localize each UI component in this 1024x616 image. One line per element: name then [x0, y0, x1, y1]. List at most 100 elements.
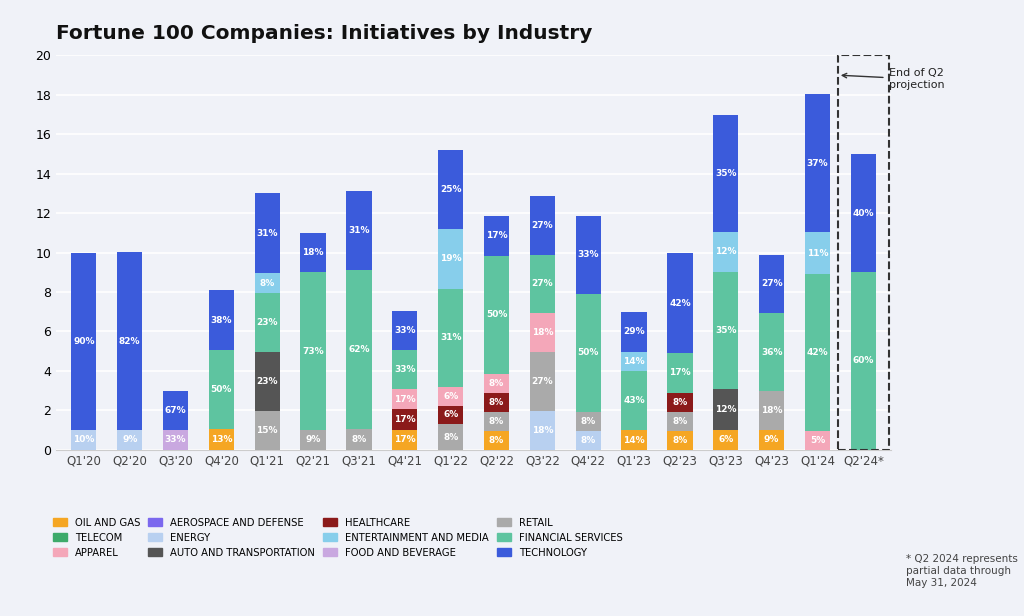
Bar: [805, 232, 830, 274]
Bar: [392, 410, 418, 429]
Bar: [392, 429, 418, 450]
Bar: [255, 273, 280, 293]
Bar: [72, 253, 96, 430]
Bar: [668, 412, 692, 431]
Text: 6%: 6%: [443, 410, 459, 419]
Text: 23%: 23%: [256, 318, 278, 327]
Text: 17%: 17%: [669, 368, 691, 378]
Bar: [851, 154, 876, 272]
Bar: [529, 254, 555, 313]
Text: 8%: 8%: [351, 435, 367, 444]
Text: 13%: 13%: [211, 435, 232, 444]
Text: 60%: 60%: [853, 357, 874, 365]
Bar: [255, 352, 280, 411]
Text: 27%: 27%: [531, 377, 553, 386]
Text: 50%: 50%: [578, 348, 599, 357]
Text: 82%: 82%: [119, 337, 140, 346]
Bar: [713, 272, 738, 389]
Bar: [438, 289, 463, 387]
Bar: [805, 431, 830, 450]
Bar: [484, 393, 509, 412]
Bar: [575, 216, 601, 294]
Bar: [529, 411, 555, 450]
Text: 40%: 40%: [853, 209, 874, 217]
Text: 8%: 8%: [488, 436, 504, 445]
Bar: [300, 272, 326, 430]
Bar: [438, 229, 463, 289]
Text: 33%: 33%: [394, 326, 416, 335]
Bar: [759, 254, 784, 313]
Text: 12%: 12%: [715, 405, 736, 414]
Text: 35%: 35%: [715, 169, 736, 178]
Bar: [163, 430, 188, 450]
Bar: [163, 391, 188, 430]
Text: Fortune 100 Companies: Initiatives by Industry: Fortune 100 Companies: Initiatives by In…: [56, 24, 593, 43]
Bar: [759, 391, 784, 430]
Text: 31%: 31%: [440, 333, 462, 342]
Bar: [838, 55, 889, 450]
Text: 27%: 27%: [761, 279, 782, 288]
Bar: [392, 351, 418, 389]
Bar: [805, 94, 830, 232]
Text: 9%: 9%: [122, 436, 137, 444]
Bar: [529, 196, 555, 254]
Text: 17%: 17%: [394, 415, 416, 424]
Text: 6%: 6%: [443, 392, 459, 400]
Bar: [713, 389, 738, 429]
Text: 14%: 14%: [624, 357, 645, 366]
Bar: [622, 352, 647, 371]
Text: 18%: 18%: [531, 328, 553, 337]
Text: 9%: 9%: [305, 436, 321, 444]
Text: 33%: 33%: [394, 365, 416, 375]
Bar: [255, 193, 280, 273]
Text: 14%: 14%: [624, 436, 645, 445]
Legend: OIL AND GAS, TELECOM, APPAREL, AEROSPACE AND DEFENSE, ENERGY, AUTO AND TRANSPORT: OIL AND GAS, TELECOM, APPAREL, AEROSPACE…: [53, 518, 623, 557]
Text: 8%: 8%: [488, 417, 504, 426]
Text: 5%: 5%: [810, 436, 825, 445]
Text: 9%: 9%: [764, 436, 779, 444]
Text: 8%: 8%: [260, 278, 274, 288]
Text: 8%: 8%: [488, 398, 504, 407]
Text: 27%: 27%: [531, 221, 553, 230]
Bar: [622, 371, 647, 431]
Text: 17%: 17%: [485, 231, 507, 240]
Bar: [438, 387, 463, 405]
Text: * Q2 2024 represents
partial data through
May 31, 2024: * Q2 2024 represents partial data throug…: [906, 554, 1018, 588]
Text: 6%: 6%: [718, 435, 733, 444]
Text: 36%: 36%: [761, 347, 782, 357]
Bar: [438, 150, 463, 229]
Text: 10%: 10%: [73, 436, 94, 444]
Bar: [575, 412, 601, 431]
Text: 8%: 8%: [673, 398, 687, 407]
Bar: [255, 411, 280, 450]
Bar: [438, 424, 463, 450]
Bar: [529, 352, 555, 411]
Text: 35%: 35%: [715, 326, 736, 335]
Text: 73%: 73%: [302, 347, 324, 355]
Text: 37%: 37%: [807, 159, 828, 168]
Bar: [484, 431, 509, 450]
Text: 25%: 25%: [440, 185, 462, 194]
Bar: [72, 430, 96, 450]
Text: 42%: 42%: [669, 299, 691, 307]
Text: 8%: 8%: [673, 436, 687, 445]
Text: 8%: 8%: [581, 436, 596, 445]
Text: 19%: 19%: [440, 254, 462, 264]
Bar: [759, 313, 784, 391]
Bar: [668, 253, 692, 353]
Text: 8%: 8%: [443, 432, 459, 442]
Bar: [668, 393, 692, 412]
Bar: [575, 294, 601, 412]
Bar: [117, 430, 142, 450]
Bar: [209, 290, 234, 351]
Text: 11%: 11%: [807, 248, 828, 257]
Text: 23%: 23%: [256, 377, 278, 386]
Bar: [622, 431, 647, 450]
Text: 62%: 62%: [348, 345, 370, 354]
Bar: [529, 313, 555, 352]
Text: 50%: 50%: [211, 385, 232, 394]
Text: 33%: 33%: [578, 250, 599, 259]
Text: 8%: 8%: [581, 417, 596, 426]
Bar: [851, 272, 876, 450]
Bar: [668, 431, 692, 450]
